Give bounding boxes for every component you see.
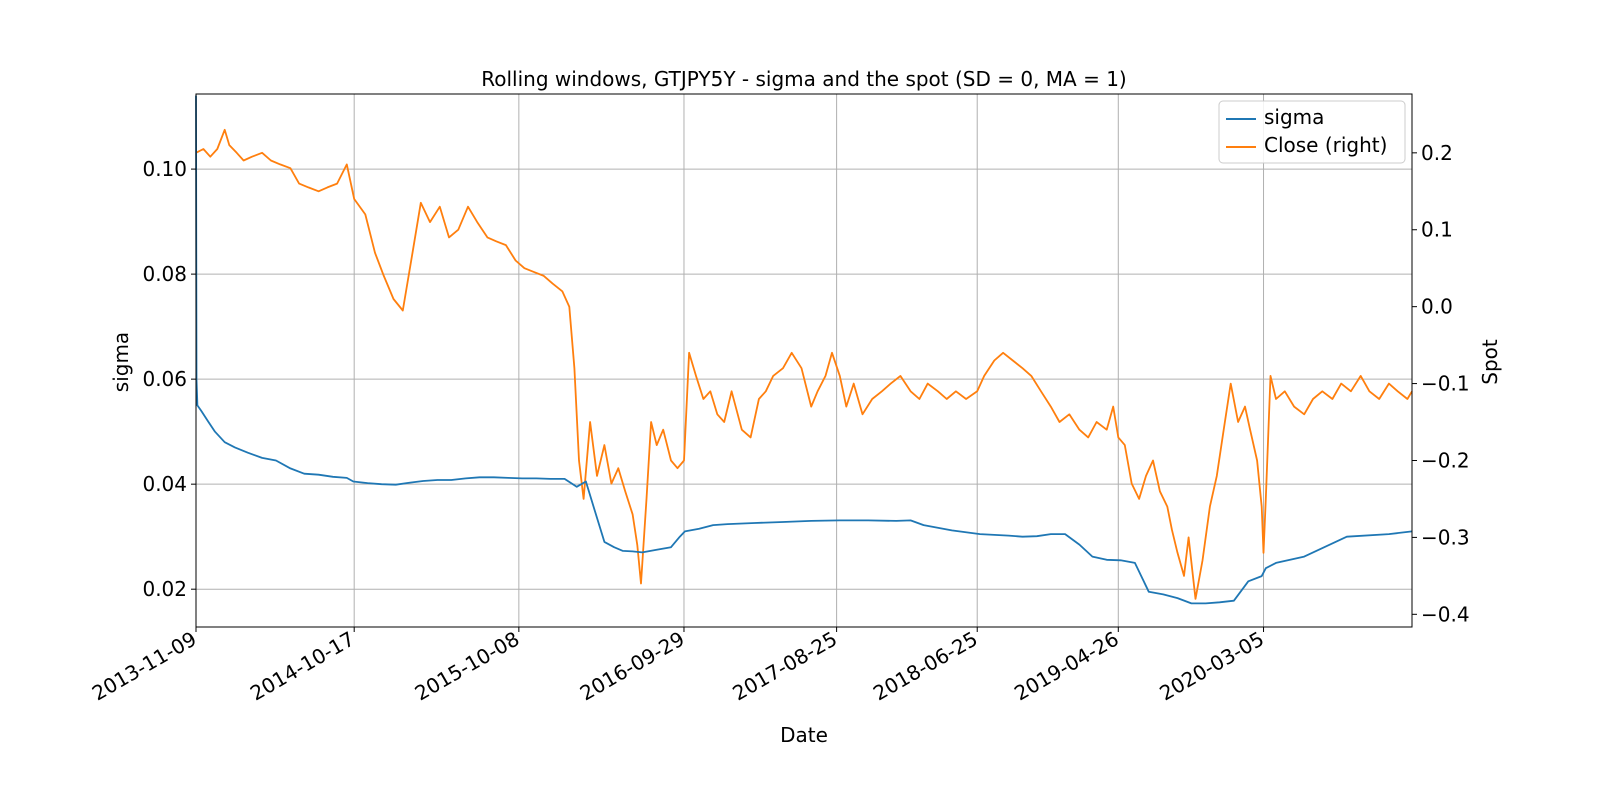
y-tick-label: 0.10: [142, 157, 187, 181]
legend-box: [1218, 100, 1406, 164]
y2-tick-label: 0.0: [1421, 295, 1453, 319]
y-axis-right: −0.4 −0.3 −0.2 −0.1 0.0 0.1 0.2: [1412, 141, 1470, 626]
series-layer: [195, 95, 1413, 605]
y2-tick-label: −0.1: [1421, 372, 1470, 396]
y-tick-label: 0.06: [142, 367, 187, 391]
legend-label-close: Close (right): [1264, 133, 1387, 157]
legend: sigma Close (right): [1218, 100, 1406, 164]
y-tick-label: 0.04: [142, 472, 187, 496]
y2-axis-label: Spot: [1478, 339, 1502, 385]
y2-tick-label: −0.4: [1421, 602, 1470, 626]
x-axis-label: Date: [780, 723, 828, 747]
chart-title: Rolling windows, GTJPY5Y - sigma and the…: [481, 67, 1127, 91]
y2-tick-label: 0.2: [1421, 141, 1453, 165]
y2-tick-label: −0.2: [1421, 448, 1470, 472]
y-tick-label: 0.08: [142, 262, 187, 286]
y2-tick-label: −0.3: [1421, 525, 1470, 549]
y-tick-label: 0.02: [142, 577, 187, 601]
series-line-sigma: [195, 95, 1413, 605]
y-axis-label: sigma: [109, 332, 133, 392]
y-axis-left: 0.02 0.04 0.06 0.08 0.10: [142, 157, 196, 601]
legend-label-sigma: sigma: [1264, 105, 1324, 129]
y2-tick-label: 0.1: [1421, 218, 1453, 242]
plot-frame: [195, 93, 1413, 628]
series-line-close: [195, 128, 1413, 600]
